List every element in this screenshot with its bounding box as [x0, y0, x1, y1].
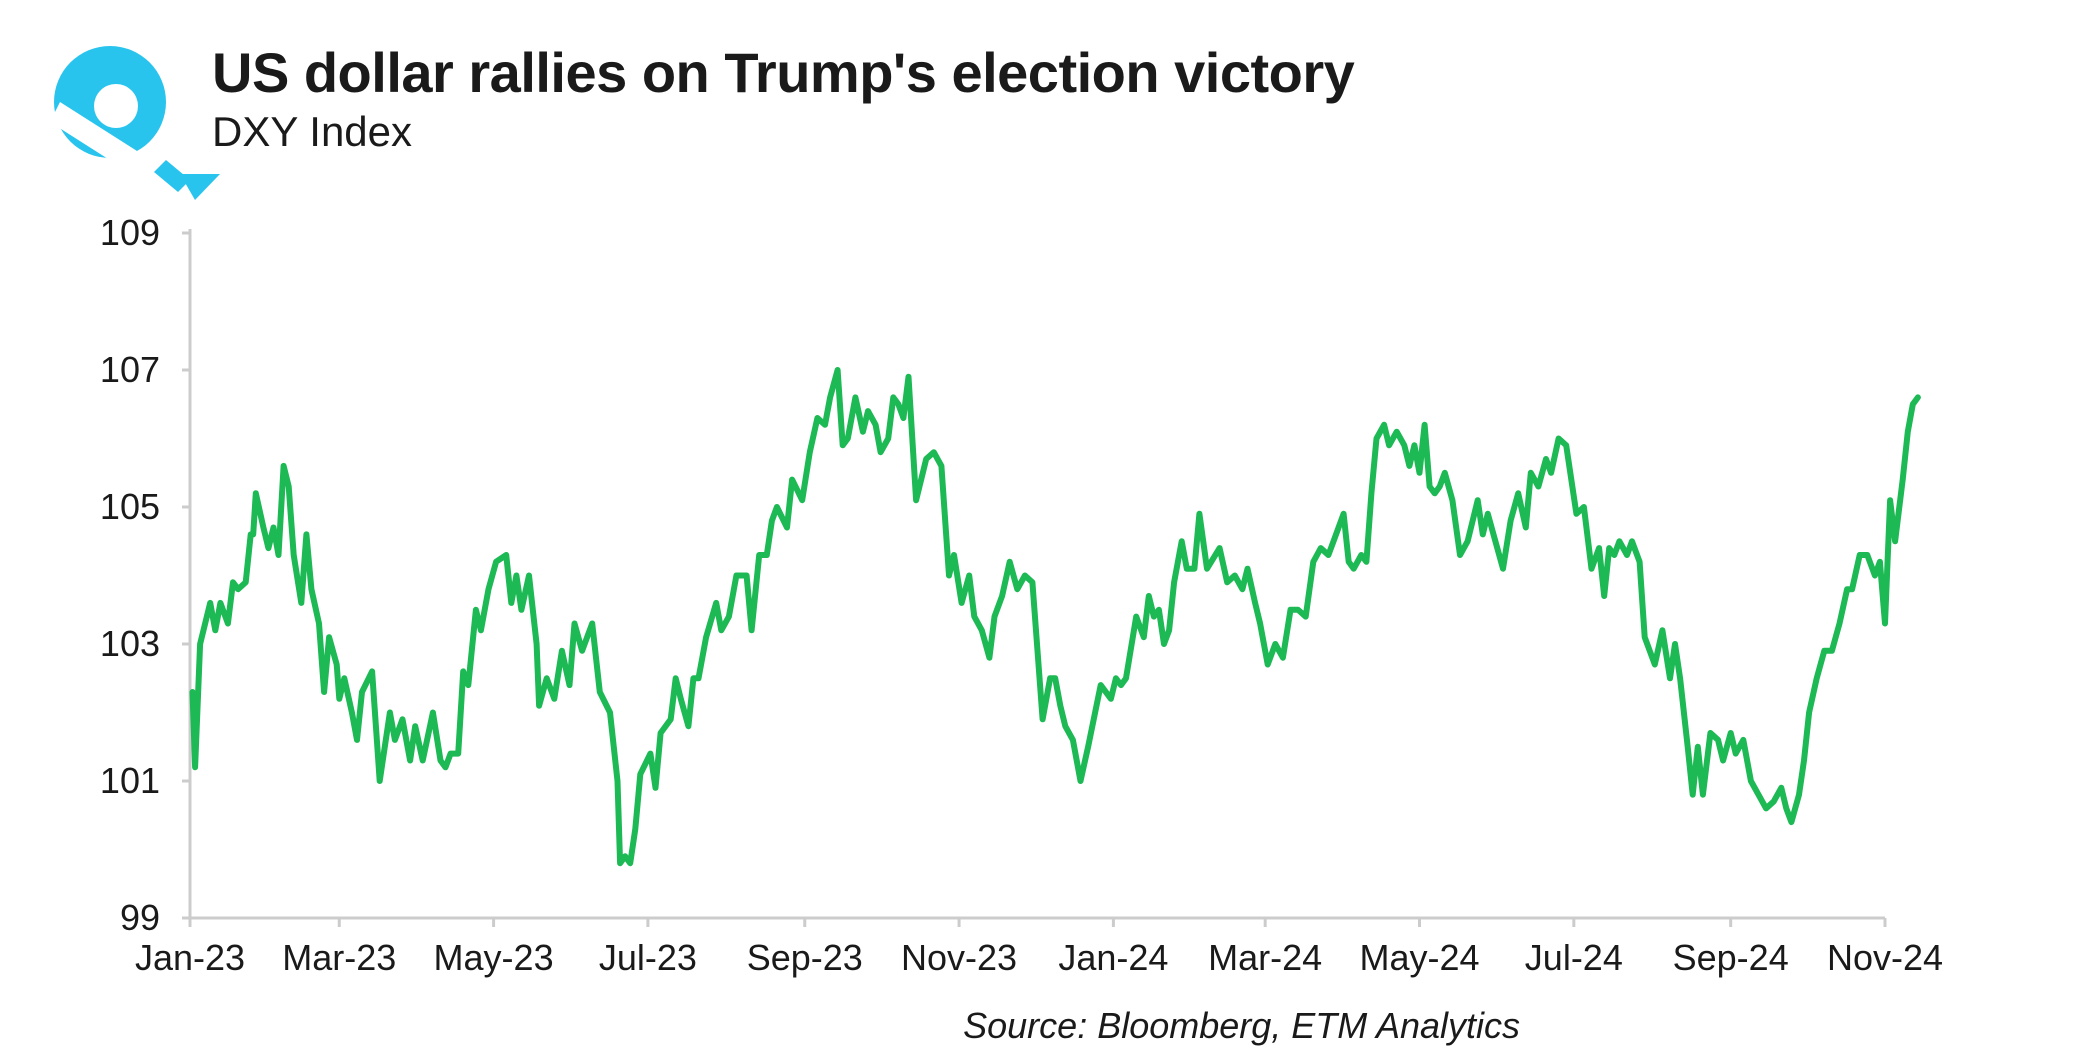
x-tick-label: Jan-23 [135, 937, 245, 978]
x-tick-label: Sep-24 [1673, 937, 1789, 978]
y-tick-label: 105 [100, 486, 160, 527]
chart-title: US dollar rallies on Trump's election vi… [212, 41, 1355, 104]
x-tick-label: Mar-24 [1208, 937, 1322, 978]
x-tick-label: Jul-24 [1525, 937, 1623, 978]
y-tick-label: 103 [100, 623, 160, 664]
x-tick-label: Nov-24 [1827, 937, 1943, 978]
y-tick-label: 109 [100, 212, 160, 253]
y-tick-label: 107 [100, 349, 160, 390]
series-line [189, 367, 1921, 867]
y-tick-label: 101 [100, 760, 160, 801]
x-tick-label: May-23 [434, 937, 554, 978]
y-axis: 99 101 103 105 107 109 [100, 212, 190, 938]
x-tick-label: Jul-23 [599, 937, 697, 978]
x-tick-label: Mar-23 [282, 937, 396, 978]
chart-subtitle: DXY Index [212, 108, 413, 155]
line-chart: 99 101 103 105 107 109 Jan-23 Mar-23 May-23 Jul-… [100, 212, 1943, 978]
y-tick-label: 99 [120, 897, 160, 938]
axes [188, 229, 1885, 920]
x-tick-label: May-24 [1359, 937, 1479, 978]
x-axis: Jan-23 Mar-23 May-23 Jul-23 Sep-23 Nov-23 Jan-… [135, 918, 1943, 978]
x-tick-label: Jan-24 [1058, 937, 1168, 978]
x-tick-label: Nov-23 [901, 937, 1017, 978]
source-note: Source: Bloomberg, ETM Analytics [963, 1005, 1520, 1046]
x-tick-label: Sep-23 [747, 937, 863, 978]
etm-logo-icon [50, 46, 220, 200]
series-group [189, 367, 1921, 867]
